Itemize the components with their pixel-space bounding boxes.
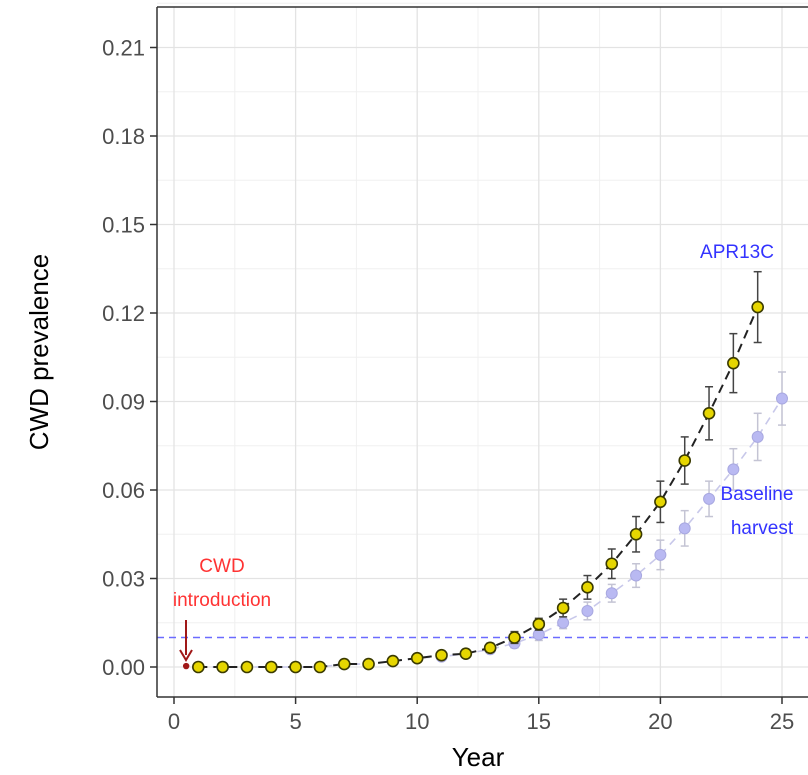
y-tick-label: 0.21 xyxy=(102,36,145,61)
x-tick-label: 10 xyxy=(405,709,429,734)
y-axis-title: CWD prevalence xyxy=(24,254,54,451)
series-layer xyxy=(182,270,788,674)
x-tick-label: 0 xyxy=(168,709,180,734)
data-point xyxy=(654,548,667,561)
data-point xyxy=(216,660,229,674)
data-point xyxy=(678,522,691,535)
data-point xyxy=(751,430,764,443)
plot-panel xyxy=(156,2,808,698)
data-point xyxy=(386,654,400,668)
data-point xyxy=(557,616,570,629)
apr13c-label: APR13C xyxy=(700,242,774,263)
data-point xyxy=(362,657,375,671)
x-tick-label: 25 xyxy=(770,709,794,734)
baseline-harvest-label-line1: Baseline xyxy=(721,484,794,505)
data-point xyxy=(605,587,618,600)
data-point xyxy=(459,647,473,661)
y-tick-label: 0.15 xyxy=(102,213,145,238)
x-tick-label: 5 xyxy=(289,709,301,734)
panel-background xyxy=(157,7,808,697)
y-tick-label: 0.00 xyxy=(102,655,145,680)
data-point xyxy=(581,581,594,594)
data-point xyxy=(605,557,619,571)
x-axis-ticks: 0 5 10 15 20 25 xyxy=(168,697,794,734)
grid xyxy=(157,2,808,697)
series-apr13c xyxy=(192,270,764,674)
introduction-point xyxy=(182,662,190,670)
x-axis-title: Year xyxy=(452,742,505,772)
data-point xyxy=(751,300,764,314)
data-point xyxy=(556,601,570,615)
data-point xyxy=(289,660,302,674)
data-point xyxy=(337,657,351,671)
data-point xyxy=(629,527,643,541)
cwd-introduction-label-line1: CWD xyxy=(199,556,244,577)
data-point xyxy=(727,356,740,370)
data-point xyxy=(508,631,521,644)
data-point xyxy=(581,604,594,617)
y-axis-ticks: 0.00 0.03 0.06 0.09 0.12 0.15 0.18 0.21 xyxy=(102,36,157,680)
cwd-introduction-label-line2: introduction xyxy=(173,590,271,611)
y-tick-label: 0.12 xyxy=(102,301,145,326)
x-tick-label: 20 xyxy=(648,709,672,734)
data-point xyxy=(532,617,546,631)
x-tick-label: 15 xyxy=(527,709,551,734)
baseline-harvest-label-line2: harvest xyxy=(731,518,794,539)
data-point xyxy=(435,648,448,662)
data-point xyxy=(192,660,205,674)
y-tick-label: 0.09 xyxy=(102,390,145,415)
data-point xyxy=(703,492,716,505)
data-point xyxy=(410,651,424,665)
data-point xyxy=(630,569,643,582)
data-point xyxy=(727,463,740,476)
data-point xyxy=(678,454,692,467)
data-point xyxy=(264,660,278,674)
data-point xyxy=(702,406,716,420)
data-point xyxy=(240,660,254,674)
y-tick-label: 0.18 xyxy=(102,124,145,149)
data-point xyxy=(483,641,497,655)
y-tick-label: 0.06 xyxy=(102,478,145,503)
data-point xyxy=(313,660,327,674)
intro-arrow xyxy=(179,620,193,662)
y-tick-label: 0.03 xyxy=(102,567,145,592)
data-point xyxy=(776,392,788,405)
data-point xyxy=(654,495,667,509)
